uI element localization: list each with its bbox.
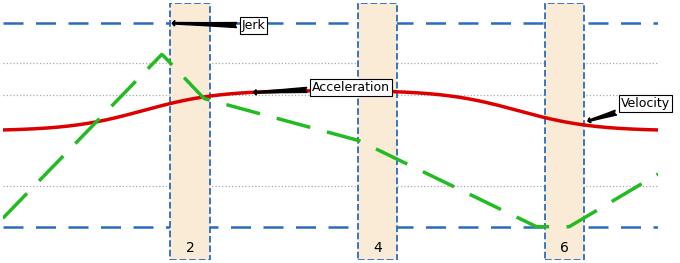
- Text: 6: 6: [560, 241, 569, 255]
- Bar: [171, 3, 209, 260]
- Bar: [545, 3, 584, 260]
- Text: 4: 4: [373, 241, 381, 255]
- Text: Jerk: Jerk: [172, 19, 265, 32]
- Text: Acceleration: Acceleration: [254, 81, 390, 95]
- Text: Velocity: Velocity: [588, 97, 670, 123]
- Bar: [358, 3, 397, 260]
- Text: 2: 2: [186, 241, 194, 255]
